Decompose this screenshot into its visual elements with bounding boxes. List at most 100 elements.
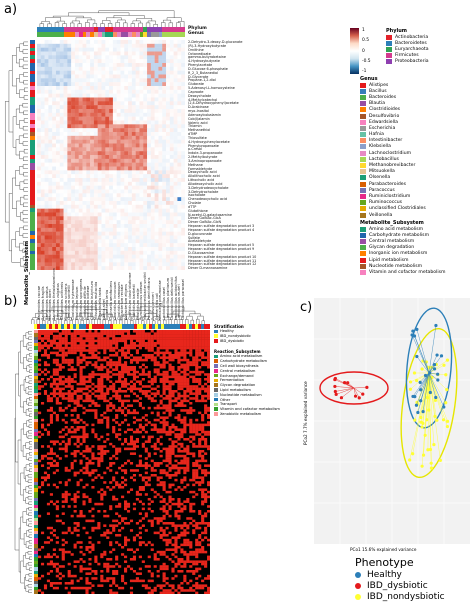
- heatmap-cell: [105, 139, 110, 144]
- heatmap-cell: [162, 82, 167, 87]
- subsystem-legend-swatch: [360, 263, 366, 269]
- heatmap-cell: [186, 363, 190, 367]
- heatmap-cell: [169, 101, 174, 106]
- heatmap-cell: [100, 394, 104, 398]
- heatmap-cell: [71, 155, 76, 160]
- heatmap-cell: [144, 462, 148, 465]
- heatmap-cell: [59, 93, 64, 98]
- heatmap-cell: [154, 250, 159, 255]
- heatmap-cell: [143, 170, 148, 175]
- heatmap-cell: [138, 418, 142, 422]
- dendrogram-branch: [26, 398, 30, 405]
- heatmap-cell: [97, 231, 102, 236]
- heatmap-cell: [204, 387, 208, 391]
- heatmap-cell: [109, 105, 114, 110]
- heatmap-cell: [171, 356, 175, 359]
- heatmap-cell: [59, 63, 64, 68]
- heatmap-cell: [116, 74, 121, 79]
- heatmap-cell: [141, 442, 145, 446]
- heatmap-cell: [67, 380, 71, 383]
- heatmap-cell: [82, 334, 86, 338]
- heatmap-cell: [94, 354, 98, 357]
- heatmap-cell: [115, 368, 119, 371]
- heatmap-cell: [97, 208, 102, 213]
- heatmap-cell: [55, 363, 59, 367]
- heatmap-cell: [109, 116, 114, 121]
- heatmap-cell: [115, 471, 119, 475]
- heatmap-cell: [162, 93, 167, 98]
- genus-legend-label: Ruminiclostridium: [369, 193, 411, 199]
- heatmap-cell: [55, 63, 60, 68]
- heatmap-cell: [52, 243, 57, 248]
- heatmap-cell: [78, 40, 83, 45]
- reaction-track-cell: [34, 534, 38, 538]
- heatmap-cell: [59, 105, 64, 110]
- heatmap-cell: [82, 201, 87, 206]
- heatmap-cell: [154, 97, 159, 102]
- heatmap-cell: [177, 189, 182, 194]
- subsystem-legend-swatch: [360, 245, 366, 251]
- heatmap-cell: [166, 224, 171, 229]
- heatmap-cell: [90, 59, 95, 64]
- heatmap-cell: [112, 243, 117, 248]
- heatmap-cell: [144, 373, 148, 376]
- heatmap-cell: [207, 380, 210, 383]
- heatmap-cell: [166, 201, 171, 206]
- heatmap-cell: [143, 55, 148, 60]
- heatmap-cell: [198, 452, 202, 455]
- heatmap-cell: [177, 402, 181, 405]
- heatmap-cell: [150, 47, 155, 52]
- phylum-track-cell: [139, 27, 144, 32]
- heatmap-cell: [207, 421, 210, 424]
- dendrogram-branch: [27, 562, 32, 566]
- heatmap-cell: [177, 93, 182, 98]
- heatmap-cell: [55, 170, 60, 175]
- heatmap-cell: [63, 227, 68, 232]
- heatmap-cell: [55, 201, 60, 206]
- heatmap-cell: [64, 380, 68, 383]
- heatmap-cell: [169, 120, 174, 125]
- stratification-track-cell: [185, 324, 189, 329]
- heatmap-cell: [86, 101, 91, 106]
- heatmap-cell: [90, 155, 95, 160]
- heatmap-cell: [55, 155, 60, 160]
- heatmap-cell: [44, 193, 49, 198]
- heatmap-cell: [162, 170, 167, 175]
- heatmap-cell: [162, 351, 166, 355]
- heatmap-cell: [139, 227, 144, 232]
- heatmap-cell: [181, 258, 185, 263]
- heatmap-cell: [177, 166, 182, 171]
- heatmap-cell: [91, 399, 95, 403]
- heatmap-cell: [139, 250, 144, 255]
- dendrogram-branch: [22, 64, 28, 69]
- heatmap-cell: [52, 101, 57, 106]
- heatmap-cell: [116, 197, 121, 202]
- heatmap-cell: [85, 397, 89, 400]
- heatmap-cell: [129, 380, 134, 383]
- genus-legend-label: Hafnia: [369, 132, 384, 138]
- reaction-track-cell: [34, 465, 38, 469]
- heatmap-cell: [40, 220, 45, 225]
- heatmap-cell: [147, 220, 152, 225]
- heatmap-cell: [67, 70, 72, 75]
- genus-legend-swatch: [360, 212, 366, 218]
- heatmap-cell: [143, 47, 148, 52]
- heatmap-cell: [195, 380, 199, 383]
- phylum-track-cell: [90, 27, 94, 32]
- heatmap-cell: [48, 97, 53, 102]
- heatmap-cell: [48, 201, 53, 206]
- heatmap-cell: [103, 397, 107, 400]
- heatmap-cell: [131, 174, 136, 179]
- heatmap-cell: [40, 40, 45, 45]
- heatmap-cell: [135, 243, 140, 248]
- heatmap-cell: [124, 247, 129, 252]
- heatmap-cell: [150, 40, 155, 45]
- heatmap-cell: [78, 70, 83, 75]
- phylum-track-cell: [55, 27, 60, 32]
- dendrogram-branch: [25, 442, 30, 449]
- heatmap-cell: [153, 418, 157, 422]
- genus-track-cell: [44, 32, 49, 37]
- heatmap-cell: [64, 450, 68, 453]
- heatmap-cell: [55, 224, 60, 229]
- heatmap-cell: [150, 116, 155, 121]
